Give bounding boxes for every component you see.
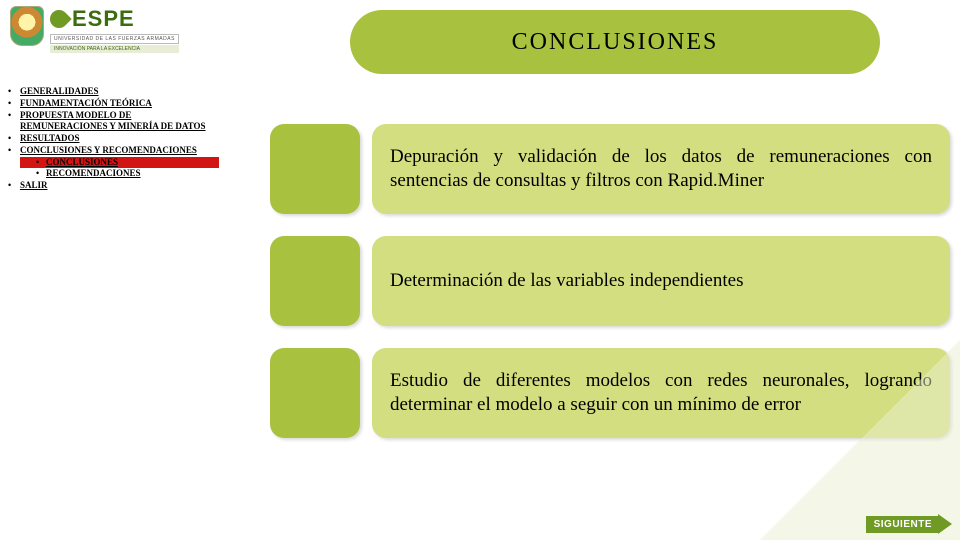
brand-tagline: INNOVACIÓN PARA LA EXCELENCIA bbox=[50, 45, 179, 53]
nav-item-propuesta[interactable]: PROPUESTA MODELO DE REMUNERACIONES Y MIN… bbox=[4, 110, 219, 132]
crest-icon bbox=[10, 6, 44, 46]
nav-link[interactable]: RECOMENDACIONES bbox=[46, 168, 141, 178]
arrow-right-icon bbox=[938, 514, 952, 534]
conclusion-row: Estudio de diferentes modelos con redes … bbox=[270, 348, 950, 438]
logo-area: ESPE UNIVERSIDAD DE LAS FUERZAS ARMADAS … bbox=[10, 6, 179, 53]
nav-link[interactable]: PROPUESTA MODELO DE REMUNERACIONES Y MIN… bbox=[20, 110, 206, 131]
row-accent-square bbox=[270, 348, 360, 438]
nav-item-salir[interactable]: SALIR bbox=[4, 180, 219, 191]
nav-link[interactable]: SALIR bbox=[20, 180, 48, 190]
conclusion-row: Depuración y validación de los datos de … bbox=[270, 124, 950, 214]
brand-block: ESPE UNIVERSIDAD DE LAS FUERZAS ARMADAS … bbox=[50, 6, 179, 53]
nav-sub-conclusiones[interactable]: CONCLUSIONES bbox=[20, 157, 219, 168]
nav-link[interactable]: CONCLUSIONES bbox=[46, 157, 118, 167]
conclusion-text: Determinación de las variables independi… bbox=[390, 269, 743, 293]
nav-item-generalidades[interactable]: GENERALIDADES bbox=[4, 86, 219, 97]
next-button[interactable]: SIGUIENTE bbox=[866, 514, 952, 534]
conclusion-bubble: Estudio de diferentes modelos con redes … bbox=[372, 348, 950, 438]
conclusions-list: Depuración y validación de los datos de … bbox=[270, 124, 950, 438]
conclusion-row: Determinación de las variables independi… bbox=[270, 236, 950, 326]
nav-item-fundamentacion[interactable]: FUNDAMENTACIÓN TEÓRICA bbox=[4, 98, 219, 109]
row-accent-square bbox=[270, 236, 360, 326]
nav-link[interactable]: RESULTADOS bbox=[20, 133, 80, 143]
conclusion-bubble: Determinación de las variables independi… bbox=[372, 236, 950, 326]
next-label: SIGUIENTE bbox=[866, 516, 938, 533]
conclusion-bubble: Depuración y validación de los datos de … bbox=[372, 124, 950, 214]
nav-link[interactable]: CONCLUSIONES Y RECOMENDACIONES bbox=[20, 145, 197, 155]
title-pill: CONCLUSIONES bbox=[350, 10, 880, 74]
brand-subtitle: UNIVERSIDAD DE LAS FUERZAS ARMADAS bbox=[50, 34, 179, 44]
nav-link[interactable]: FUNDAMENTACIÓN TEÓRICA bbox=[20, 98, 152, 108]
nav-sub-recomendaciones[interactable]: RECOMENDACIONES bbox=[20, 168, 219, 179]
nav-list: GENERALIDADES FUNDAMENTACIÓN TEÓRICA PRO… bbox=[4, 86, 219, 191]
nav-sublist: CONCLUSIONES RECOMENDACIONES bbox=[20, 157, 219, 179]
conclusion-text: Depuración y validación de los datos de … bbox=[390, 145, 932, 193]
conclusion-text: Estudio de diferentes modelos con redes … bbox=[390, 369, 932, 417]
nav-item-conclusiones[interactable]: CONCLUSIONES Y RECOMENDACIONES CONCLUSIO… bbox=[4, 145, 219, 179]
brand-name: ESPE bbox=[72, 6, 135, 32]
page-title: CONCLUSIONES bbox=[512, 29, 719, 56]
sidebar-nav: GENERALIDADES FUNDAMENTACIÓN TEÓRICA PRO… bbox=[4, 86, 219, 192]
nav-item-resultados[interactable]: RESULTADOS bbox=[4, 133, 219, 144]
nav-link[interactable]: GENERALIDADES bbox=[20, 86, 99, 96]
row-accent-square bbox=[270, 124, 360, 214]
leaf-icon bbox=[46, 6, 71, 31]
